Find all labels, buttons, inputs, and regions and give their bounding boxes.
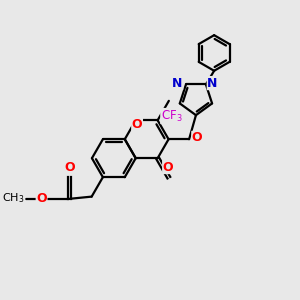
Text: N: N [172,76,183,90]
Text: O: O [132,118,142,131]
Text: N: N [207,76,218,90]
Text: O: O [64,161,75,174]
Text: O: O [192,131,203,144]
Text: CH$_3$: CH$_3$ [2,191,25,205]
Text: O: O [163,160,173,173]
Text: O: O [36,191,47,205]
Text: CF$_3$: CF$_3$ [161,109,182,124]
